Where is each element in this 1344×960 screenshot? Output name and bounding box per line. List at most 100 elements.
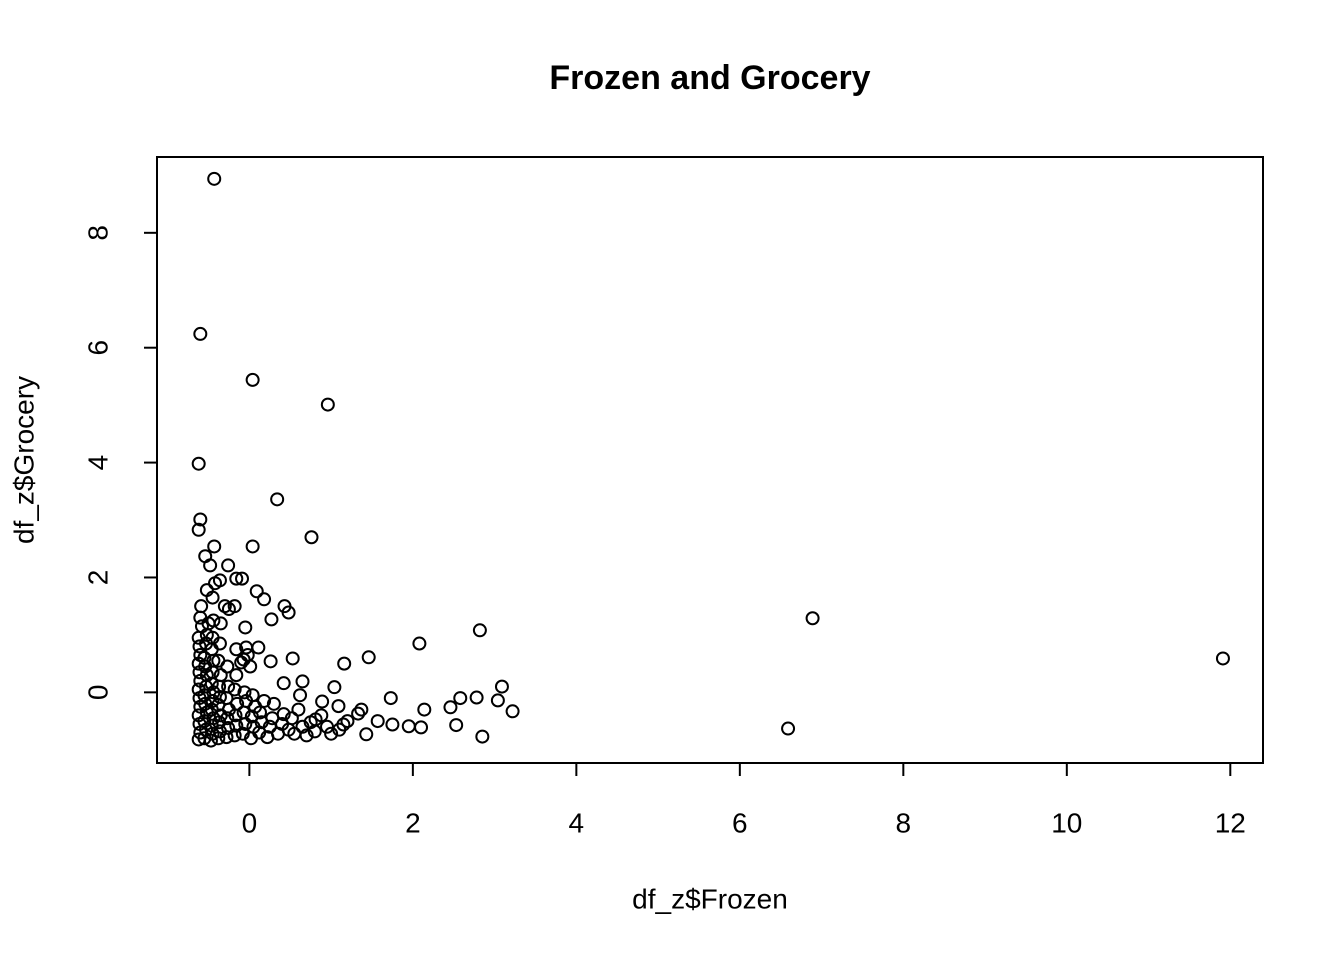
point — [239, 640, 254, 655]
point — [257, 693, 272, 708]
point — [414, 720, 429, 735]
point — [213, 668, 228, 683]
x-tick-label: 10 — [1051, 807, 1082, 838]
point — [205, 590, 220, 605]
point — [472, 623, 487, 638]
point — [315, 694, 330, 709]
point — [194, 599, 209, 614]
point — [276, 676, 291, 691]
y-tick-label: 8 — [82, 225, 113, 241]
point — [805, 611, 820, 626]
y-tick-label: 6 — [82, 340, 113, 356]
point — [453, 691, 468, 706]
point — [401, 719, 416, 734]
point — [206, 613, 221, 628]
point — [304, 530, 319, 545]
point — [320, 397, 335, 412]
point — [475, 729, 490, 744]
point — [284, 711, 299, 726]
point — [417, 702, 432, 717]
point — [505, 704, 520, 719]
point — [263, 654, 278, 669]
point — [443, 700, 458, 715]
point — [354, 702, 369, 717]
point — [361, 650, 376, 665]
point — [327, 680, 342, 695]
point — [324, 726, 339, 741]
point — [281, 605, 296, 620]
point — [449, 718, 464, 733]
point — [494, 679, 509, 694]
point — [221, 558, 236, 573]
x-axis-label: df_z$Frozen — [632, 883, 788, 914]
point — [490, 693, 505, 708]
point — [245, 372, 260, 387]
plot-box — [156, 156, 1264, 764]
point — [235, 571, 250, 586]
point — [249, 584, 264, 599]
point — [207, 539, 222, 554]
point — [208, 576, 223, 591]
chart-title: Frozen and Grocery — [549, 59, 870, 97]
point — [203, 733, 218, 748]
point — [230, 696, 245, 711]
point — [191, 456, 206, 471]
point — [351, 706, 366, 721]
point — [266, 696, 281, 711]
point — [203, 558, 218, 573]
y-tick-label: 0 — [82, 685, 113, 701]
point — [197, 650, 212, 665]
point — [238, 620, 253, 635]
point — [212, 689, 227, 704]
point — [270, 492, 285, 507]
y-tick-label: 4 — [82, 455, 113, 471]
point — [221, 679, 236, 694]
point — [1215, 651, 1230, 666]
point — [332, 722, 347, 737]
point — [314, 708, 329, 723]
point — [212, 636, 227, 651]
point — [307, 724, 322, 739]
point — [237, 685, 252, 700]
point — [227, 682, 242, 697]
x-tick-label: 12 — [1215, 807, 1246, 838]
point — [193, 512, 208, 527]
point — [191, 522, 206, 537]
point — [385, 717, 400, 732]
point — [276, 707, 291, 722]
point — [293, 688, 308, 703]
point — [299, 728, 314, 743]
point — [331, 699, 346, 714]
point — [251, 640, 266, 655]
point — [291, 702, 306, 717]
point — [240, 648, 255, 663]
x-tick-label: 4 — [569, 807, 585, 838]
point — [220, 711, 235, 726]
point — [217, 599, 232, 614]
point — [245, 539, 260, 554]
point — [219, 730, 234, 745]
point — [197, 714, 212, 729]
point — [295, 674, 310, 689]
point — [337, 656, 352, 671]
point — [213, 616, 228, 631]
point — [257, 592, 272, 607]
point — [220, 659, 235, 674]
point — [264, 612, 279, 627]
x-tick-label: 8 — [896, 807, 912, 838]
x-tick-label: 0 — [242, 807, 258, 838]
point — [229, 571, 244, 586]
x-tick-label: 6 — [732, 807, 748, 838]
point — [383, 691, 398, 706]
point — [229, 642, 244, 657]
point — [469, 690, 484, 705]
point — [193, 326, 208, 341]
point — [211, 731, 226, 746]
point — [207, 171, 222, 186]
point — [781, 721, 796, 736]
point — [370, 714, 385, 729]
y-tick-label: 2 — [82, 570, 113, 586]
point — [227, 728, 242, 743]
point — [412, 636, 427, 651]
